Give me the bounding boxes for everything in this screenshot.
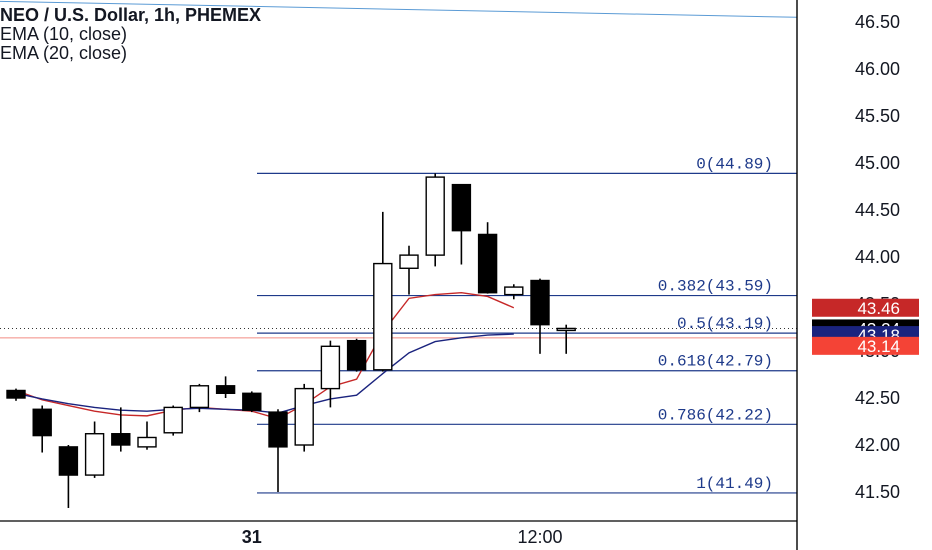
candle[interactable] (268, 409, 288, 492)
candle-body (189, 385, 210, 409)
y-tick-label: 41.50 (855, 482, 900, 502)
y-tick-label: 44.50 (855, 200, 900, 220)
candle[interactable] (294, 383, 314, 452)
candle[interactable] (215, 376, 236, 398)
candle-body (399, 254, 419, 269)
candle-body (32, 408, 52, 437)
candle-body (294, 387, 314, 446)
candle[interactable] (32, 405, 52, 453)
candle[interactable] (425, 173, 445, 267)
candle[interactable] (84, 421, 105, 478)
trendline[interactable] (0, 0, 798, 18)
x-tick-label: 12:00 (517, 527, 562, 547)
candle[interactable] (137, 421, 157, 450)
candle-body (320, 345, 341, 390)
chart-title: NEO / U.S. Dollar, 1h, PHEMEX (0, 5, 262, 25)
candle[interactable] (163, 405, 183, 436)
price-label-bg (812, 298, 919, 317)
y-tick-label: 42.50 (855, 388, 900, 408)
legend-ema-20: EMA (20, close) (0, 43, 128, 63)
fib-level-label: 0.786(42.22) (658, 406, 773, 424)
candle[interactable] (6, 388, 26, 401)
y-tick-label: 42.00 (855, 435, 900, 455)
price-scale[interactable] (797, 0, 932, 550)
candle[interactable] (477, 222, 498, 294)
candle-body (477, 233, 498, 294)
y-tick-label: 44.00 (855, 247, 900, 267)
candle[interactable] (399, 245, 419, 295)
candle-body (137, 436, 157, 448)
candle-body (425, 176, 445, 256)
candle-body (451, 183, 472, 232)
fib-level-label: 0.382(43.59) (658, 278, 773, 296)
candle-body (163, 406, 183, 434)
legend-ema-10: EMA (10, close) (0, 24, 128, 44)
candle[interactable] (58, 445, 79, 508)
chart-legend: NEO / U.S. Dollar, 1h, PHEMEX EMA (10, c… (0, 6, 261, 63)
candle-body (504, 286, 524, 296)
candle[interactable] (556, 324, 576, 354)
fib-level-label: 0(44.89) (696, 155, 773, 173)
candle-body (84, 433, 105, 476)
candle-body (242, 392, 262, 411)
candle[interactable] (189, 383, 210, 413)
candle[interactable] (451, 183, 472, 265)
candle-body (111, 433, 131, 446)
fib-level-label: 0.5(43.19) (677, 315, 773, 333)
ema-10-line (15, 292, 515, 420)
ema-20-line (15, 333, 514, 414)
candle-body (268, 411, 288, 448)
candle[interactable] (346, 338, 367, 372)
candle-body (6, 389, 26, 399)
price-label-bg (812, 336, 919, 355)
candle[interactable] (111, 407, 131, 452)
y-tick-label: 45.00 (855, 153, 900, 173)
fib-level-label: 0.618(42.79) (658, 353, 773, 371)
candle-body (373, 262, 393, 371)
time-scale[interactable] (0, 521, 797, 550)
candle[interactable] (320, 340, 341, 408)
price-label-text: 43.46 (857, 299, 900, 318)
y-tick-label: 45.50 (855, 106, 900, 126)
candle[interactable] (504, 284, 524, 300)
y-tick-label: 46.00 (855, 59, 900, 79)
candle[interactable] (242, 391, 262, 413)
price-label: 43.46 (812, 298, 919, 318)
x-tick-label: 31 (242, 527, 262, 547)
candle-body (530, 279, 550, 326)
candle-body (346, 339, 367, 371)
candle[interactable] (530, 278, 550, 354)
y-tick-label: 46.50 (855, 12, 900, 32)
fib-level-label: 1(41.49) (696, 475, 773, 493)
candle-body (556, 327, 576, 332)
candle-body (58, 446, 79, 476)
candle[interactable] (373, 211, 393, 372)
price-label-text: 43.14 (857, 337, 900, 356)
candle-body (215, 385, 236, 394)
price-label: 43.14 (812, 336, 919, 356)
